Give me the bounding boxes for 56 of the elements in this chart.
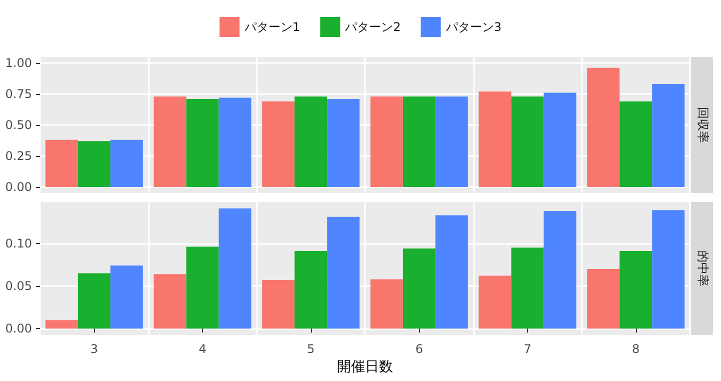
y-tick-label: 0.00 [5, 322, 32, 336]
bar [478, 276, 512, 329]
text: 回収率 [696, 107, 710, 143]
legend-label: パターン1 [244, 20, 300, 34]
bar [370, 96, 403, 188]
x-tick-label: 7 [524, 342, 532, 356]
bar [186, 98, 219, 188]
bar [327, 216, 360, 329]
bar [218, 208, 252, 329]
bar [587, 268, 620, 329]
bar [218, 98, 252, 188]
bar [620, 251, 652, 329]
bar [78, 273, 110, 329]
bar [478, 91, 512, 188]
bar [370, 279, 403, 329]
y-tick-label: 1.00 [5, 56, 32, 70]
bar [544, 92, 576, 188]
y-tick-label: 0.05 [5, 279, 32, 294]
bar [294, 96, 328, 188]
bar [435, 215, 468, 329]
bar [402, 96, 436, 188]
bar [620, 101, 652, 188]
x-tick-label: 5 [307, 342, 315, 356]
bar [294, 251, 328, 329]
x-tick-label: 3 [90, 342, 98, 356]
bar [110, 140, 143, 188]
legend-label: パターン3 [444, 20, 502, 34]
bar [652, 84, 685, 188]
y-tick-label: 0.75 [5, 86, 32, 101]
bar [154, 96, 186, 188]
bar [652, 210, 685, 329]
text: 的中率 [696, 250, 710, 286]
bar [78, 141, 110, 188]
bar [587, 68, 620, 188]
bar [262, 280, 295, 329]
y-tick-label: 0.00 [5, 180, 32, 194]
x-tick-label: 4 [198, 342, 206, 356]
x-tick-label: 8 [632, 342, 640, 356]
bar [110, 266, 143, 329]
bar [511, 96, 544, 188]
bar [45, 140, 78, 188]
bar [154, 274, 186, 329]
bar [435, 96, 468, 188]
y-tick-label: 0.50 [5, 118, 32, 132]
x-axis-title: 開催日数 [337, 358, 393, 375]
bar [402, 248, 436, 329]
bar [327, 98, 360, 188]
bar [45, 320, 78, 329]
y-tick-label: 0.25 [5, 149, 32, 164]
bar [262, 101, 295, 188]
bar [544, 210, 576, 329]
bar [186, 246, 219, 329]
bar [511, 248, 544, 329]
legend-label: パターン2 [344, 20, 401, 34]
y-tick-label: 0.10 [5, 236, 32, 250]
x-tick-label: 6 [415, 342, 423, 356]
